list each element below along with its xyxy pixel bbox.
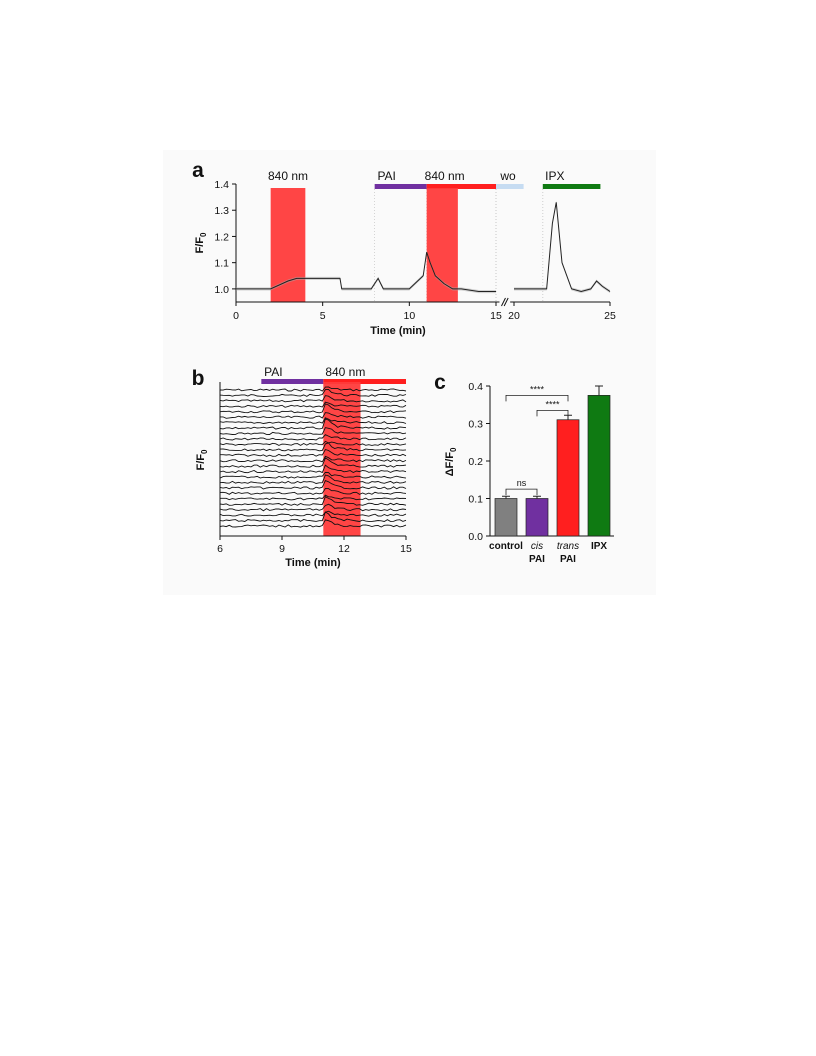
panel-b-trace <box>219 488 407 495</box>
panel-b-trace <box>219 510 407 517</box>
panel-b-trace <box>219 395 407 403</box>
panel-b-trace <box>219 455 407 463</box>
panel-a-x-tick-label: 10 <box>403 310 415 322</box>
panel-b-trace <box>219 442 407 452</box>
panel-b-trace <box>219 418 407 430</box>
panel-b-trace <box>219 434 407 441</box>
panel-a-break-mark <box>503 297 509 307</box>
panel-c-category-label: control <box>489 541 523 552</box>
panel-b-trace <box>219 503 407 512</box>
panel-c-y-tick-label: 0.3 <box>468 419 483 431</box>
panel-a-y-tick-label: 1.0 <box>214 284 229 296</box>
panel-b-treatment-label: PAI <box>264 365 282 379</box>
panel-a-treatment-label: 840 nm <box>425 169 465 183</box>
panel-c-significance-label: **** <box>545 399 560 409</box>
panel-b-trace <box>219 417 407 425</box>
panel-a-y-tick-label: 1.1 <box>214 258 229 270</box>
panel-b-treatment-label: 840 nm <box>325 365 365 379</box>
panel-a-letter: a <box>192 159 204 182</box>
panel-c-significance-bracket <box>536 409 569 417</box>
panel-b-trace <box>219 474 407 484</box>
panel-b-trace <box>219 511 407 522</box>
panel-a-treatment-label: IPX <box>545 169 564 183</box>
panel-b-trace <box>219 401 407 408</box>
panel-b-trace <box>219 496 407 506</box>
panel-b-trace <box>220 412 407 419</box>
panel-a-light-window <box>270 188 306 302</box>
panel-a-y-tick-label: 1.4 <box>214 179 229 191</box>
panel-a-trace-sem <box>514 200 610 294</box>
panel-c-y-tick-label: 0.4 <box>468 381 483 393</box>
panel-b-y-label: F/F0 <box>195 449 209 471</box>
panel-b-trace <box>219 480 407 490</box>
panel-a-trace-0 <box>236 252 496 293</box>
panel-b-trace <box>219 386 407 392</box>
panel-a-treatment-label: 840 nm <box>268 169 308 183</box>
figure-panel: a 840 nm PAI 840 nm wo IPX 1.0 1.1 1.2 1.3 1.4 F/F0… <box>163 150 656 595</box>
panel-b-x-tick-label: 12 <box>338 543 350 555</box>
panel-b-trace <box>219 519 407 528</box>
panel-b-x-tick-label: 9 <box>279 543 285 555</box>
figure-svg: a 840 nm PAI 840 nm wo IPX 1.0 1.1 1.2 1.3 1.4 F/F0… <box>192 159 616 569</box>
panel-c-category-label: PAI <box>560 554 576 565</box>
panel-c-y-label: ΔF/F0 <box>444 447 458 476</box>
panel-a-x-tick-label: 25 <box>604 310 616 322</box>
panel-b-trace <box>219 403 407 414</box>
panel-a-x-tick-label: 5 <box>320 310 326 322</box>
panel-a-x-tick-label: 20 <box>508 310 520 322</box>
panel-b-light-bar <box>323 379 406 384</box>
panel-a-wo-bar <box>496 184 524 189</box>
panel-b-light-window <box>323 382 361 536</box>
panel-a-x-tick-label: 15 <box>490 310 502 322</box>
panel-c-y-tick-label: 0.1 <box>468 494 483 506</box>
panel-c-significance-label: ns <box>517 478 527 488</box>
panel-b-trace <box>220 448 407 457</box>
panel-a-y-tick-label: 1.3 <box>214 205 229 217</box>
panel-a-treatment-label: wo <box>499 169 516 183</box>
panel-a-x-label: Time (min) <box>370 325 426 337</box>
panel-c-bar-1 <box>525 498 549 537</box>
panel-c-category-label: cis <box>531 541 543 552</box>
panel-c-significance-bracket <box>505 394 569 402</box>
panel-a-trace-1 <box>514 202 611 293</box>
panel-b-letter: b <box>192 367 205 390</box>
panel-b-trace <box>219 427 407 436</box>
panel-b-trace <box>219 471 407 479</box>
panel-b-trace <box>219 440 407 446</box>
panel-c-category-label: trans <box>557 541 579 552</box>
panel-c-letter: c <box>434 371 446 394</box>
panel-c-category-label: IPX <box>591 541 607 552</box>
panel-c-category-label: PAI <box>529 554 545 565</box>
panel-c-significance-label: **** <box>530 384 545 394</box>
panel-c-significance-bracket <box>505 488 538 496</box>
panel-a-y-tick-label: 1.2 <box>214 231 229 243</box>
panel-b-x-tick-label: 6 <box>217 543 223 555</box>
panel-a-light-window <box>426 188 458 302</box>
panel-b-x-tick-label: 15 <box>400 543 412 555</box>
panel-a-treatment-label: PAI <box>377 169 395 183</box>
panel-c-bar-2 <box>556 419 580 537</box>
panel-b-trace <box>220 494 407 501</box>
panel-b-x-label: Time (min) <box>285 557 341 569</box>
panel-b-pai-bar <box>261 379 324 384</box>
panel-c-bar-3 <box>587 395 611 537</box>
panel-b-trace <box>219 388 407 397</box>
panel-b-trace <box>219 464 407 474</box>
panel-c-y-tick-label: 0.0 <box>468 531 483 543</box>
panel-a-ipx-bar <box>542 184 601 189</box>
panel-a-light-bar <box>426 184 496 189</box>
panel-c-y-tick-label: 0.2 <box>468 456 483 468</box>
panel-c-bar-0 <box>494 498 518 537</box>
panel-a-break-mark <box>501 297 506 307</box>
panel-a-y-label: F/F0 <box>194 232 208 254</box>
panel-a-pai-bar <box>374 184 427 189</box>
panel-a-x-tick-label: 0 <box>233 310 239 322</box>
panel-b-trace <box>219 457 407 468</box>
